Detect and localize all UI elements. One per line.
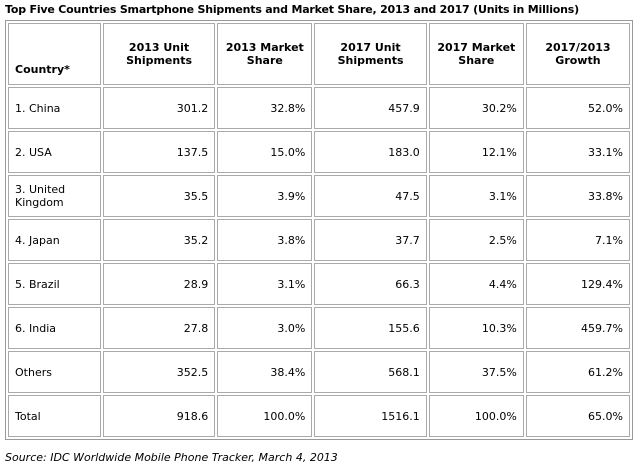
table-cell: 301.2: [102, 87, 216, 129]
table-cell: 7.1%: [525, 219, 630, 261]
table-cell: 12.1%: [428, 131, 524, 173]
table-cell: 37.5%: [428, 351, 524, 393]
table-cell: 38.4%: [217, 351, 313, 393]
table-cell: 37.7: [314, 219, 427, 261]
table-cell: 2. USA: [8, 131, 101, 173]
table-cell: 28.9: [102, 263, 216, 305]
table-row: 6. India 27.8 3.0% 155.6 10.3% 459.7%: [8, 307, 630, 349]
table-cell: 155.6: [314, 307, 427, 349]
table-cell: 137.5: [102, 131, 216, 173]
table-cell: 35.2: [102, 219, 216, 261]
table-cell: 27.8: [102, 307, 216, 349]
header-cell: Country*: [8, 23, 101, 85]
header-cell: 2017 Unit Shipments: [314, 23, 427, 85]
table-row: 2. USA 137.5 15.0% 183.0 12.1% 33.1%: [8, 131, 630, 173]
table-row: 4. Japan 35.2 3.8% 37.7 2.5% 7.1%: [8, 219, 630, 261]
table-cell: Others: [8, 351, 101, 393]
header-cell: 2017 Market Share: [428, 23, 524, 85]
table-cell: 66.3: [314, 263, 427, 305]
table-cell: 129.4%: [525, 263, 630, 305]
table-row: Others 352.5 38.4% 568.1 37.5% 61.2%: [8, 351, 630, 393]
title: Top Five Countries Smartphone Shipments …: [5, 3, 579, 16]
table-cell: 5. Brazil: [8, 263, 101, 305]
table-cell: 3.8%: [217, 219, 313, 261]
table-cell: 3. United Kingdom: [8, 175, 101, 217]
data-table: Country* 2013 Unit Shipments 2013 Market S…: [5, 20, 633, 440]
table-cell: 65.0%: [525, 395, 630, 437]
table-cell: 1. China: [8, 87, 101, 129]
table-cell: 457.9: [314, 87, 427, 129]
table-cell: 33.1%: [525, 131, 630, 173]
table-cell: 3.1%: [428, 175, 524, 217]
table-cell: 1516.1: [314, 395, 427, 437]
table-cell: 100.0%: [428, 395, 524, 437]
table-cell: 6. India: [8, 307, 101, 349]
table-cell: 61.2%: [525, 351, 630, 393]
table-cell: 352.5: [102, 351, 216, 393]
table-cell: 2.5%: [428, 219, 524, 261]
table-row: 3. United Kingdom 35.5 3.9% 47.5 3.1% 33.8%: [8, 175, 630, 217]
table-cell: Total: [8, 395, 101, 437]
table-cell: 52.0%: [525, 87, 630, 129]
table-cell: 3.0%: [217, 307, 313, 349]
table-header: Country* 2013 Unit Shipments 2013 Market S…: [8, 23, 630, 85]
source-note: Source: IDC Worldwide Mobile Phone Track…: [5, 451, 338, 464]
header-row: Country* 2013 Unit Shipments 2013 Market S…: [8, 23, 630, 85]
header-cell: 2017/2013 Growth: [525, 23, 630, 85]
table-cell: 568.1: [314, 351, 427, 393]
table-cell: 3.9%: [217, 175, 313, 217]
header-cell: 2013 Unit Shipments: [102, 23, 216, 85]
table-row: Total 918.6 100.0% 1516.1 100.0% 65.0%: [8, 395, 630, 437]
table-cell: 183.0: [314, 131, 427, 173]
table-cell: 10.3%: [428, 307, 524, 349]
table-cell: 15.0%: [217, 131, 313, 173]
table-cell: 459.7%: [525, 307, 630, 349]
table-cell: 30.2%: [428, 87, 524, 129]
table-row: 1. China 301.2 32.8% 457.9 30.2% 52.0%: [8, 87, 630, 129]
table-body: 1. China 301.2 32.8% 457.9 30.2% 52.0% 2. USA 1…: [8, 87, 630, 437]
table-row: 5. Brazil 28.9 3.1% 66.3 4.4% 129.4%: [8, 263, 630, 305]
table-cell: 3.1%: [217, 263, 313, 305]
table-cell: 100.0%: [217, 395, 313, 437]
table-cell: 4. Japan: [8, 219, 101, 261]
table-cell: 32.8%: [217, 87, 313, 129]
table-cell: 47.5: [314, 175, 427, 217]
table-cell: 918.6: [102, 395, 216, 437]
table-cell: 35.5: [102, 175, 216, 217]
table-cell: 33.8%: [525, 175, 630, 217]
header-cell: 2013 Market Share: [217, 23, 313, 85]
table-cell: 4.4%: [428, 263, 524, 305]
